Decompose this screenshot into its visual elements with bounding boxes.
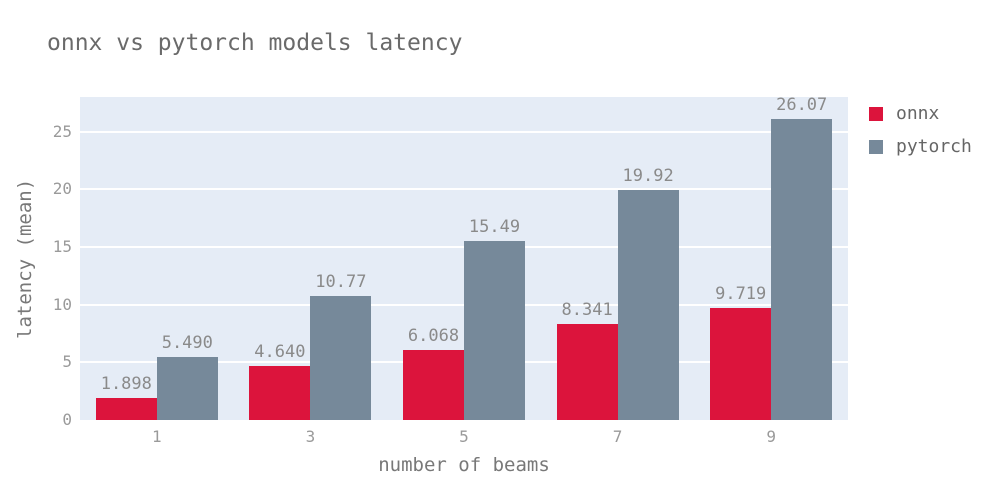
legend: onnx pytorch — [869, 103, 972, 169]
y-tick-label-25: 25 — [52, 121, 72, 141]
y-tick-label-15: 15 — [52, 236, 72, 256]
bar-value-pytorch-3: 10.77 — [315, 271, 367, 292]
bar-value-pytorch-7: 19.92 — [622, 166, 674, 187]
legend-item-pytorch[interactable]: pytorch — [869, 136, 972, 157]
gridline-y-20 — [80, 188, 848, 191]
bar-pytorch-1[interactable] — [156, 356, 218, 420]
legend-label-onnx: onnx — [896, 103, 940, 124]
x-tick-label-1: 1 — [151, 427, 162, 446]
gridline-y-25 — [80, 130, 848, 133]
y-axis-title: latency (mean) — [14, 178, 36, 339]
bar-value-onnx-3: 4.640 — [254, 342, 306, 363]
y-tick-label-10: 10 — [52, 294, 72, 314]
legend-item-onnx[interactable]: onnx — [869, 103, 972, 124]
y-tick-label-20: 20 — [52, 179, 72, 199]
bar-pytorch-7[interactable] — [617, 190, 679, 420]
chart-title: onnx vs pytorch models latency — [47, 30, 463, 56]
bar-pytorch-3[interactable] — [310, 295, 372, 420]
legend-swatch-onnx — [869, 106, 883, 121]
legend-swatch-pytorch — [869, 139, 883, 154]
plot-area: 1.898 5.490 4.640 10.77 6.068 15.49 8.341 19.92… — [80, 97, 848, 420]
legend-label-pytorch: pytorch — [896, 136, 972, 157]
x-tick-label-5: 5 — [459, 427, 469, 446]
bar-onnx-7[interactable] — [556, 323, 618, 420]
bar-onnx-1[interactable] — [95, 398, 157, 420]
bar-value-onnx-1: 1.898 — [100, 374, 152, 395]
bar-value-pytorch-9: 26.07 — [776, 97, 828, 116]
y-tick-label-5: 5 — [62, 352, 72, 372]
y-tick-label-0: 0 — [62, 410, 72, 429]
bar-onnx-5[interactable] — [403, 350, 464, 420]
x-tick-label-3: 3 — [305, 427, 316, 446]
x-tick-label-7: 7 — [612, 427, 623, 446]
bar-value-onnx-9: 9.719 — [715, 283, 767, 304]
bar-onnx-3[interactable] — [249, 366, 311, 420]
bar-pytorch-5[interactable] — [464, 241, 525, 420]
bar-pytorch-9[interactable] — [771, 119, 833, 420]
x-tick-label-9: 9 — [766, 427, 777, 446]
bar-value-onnx-7: 8.341 — [561, 299, 613, 320]
bar-value-onnx-5: 6.068 — [407, 326, 460, 347]
bar-value-pytorch-1: 5.490 — [161, 332, 213, 353]
bar-value-pytorch-5: 15.49 — [468, 217, 521, 238]
x-axis-title: number of beams — [378, 454, 550, 476]
bar-onnx-9[interactable] — [710, 307, 772, 420]
